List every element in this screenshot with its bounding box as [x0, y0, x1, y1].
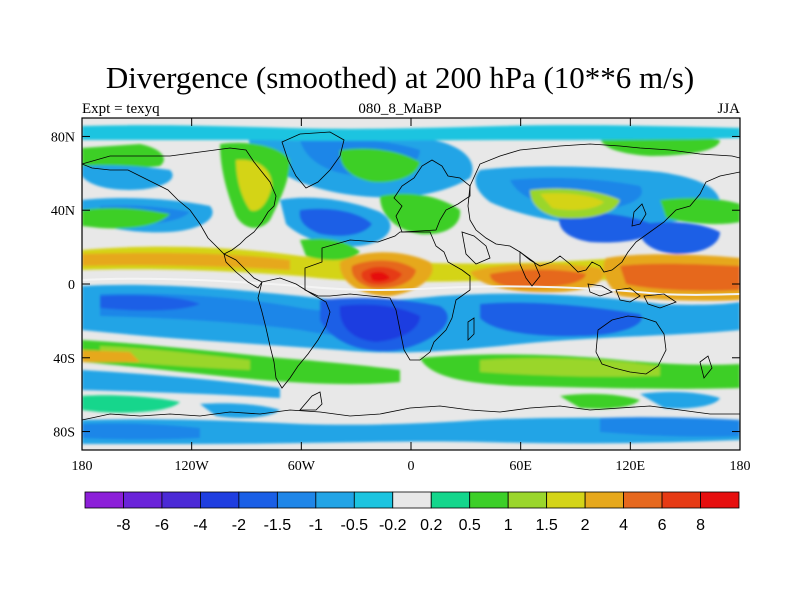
colorbar-label: -4 — [193, 517, 207, 534]
y-tick-label: 40N — [51, 204, 75, 219]
colorbar-label: 1 — [504, 517, 513, 534]
coastline-outline — [82, 131, 740, 450]
x-tick-label: 180 — [72, 459, 93, 474]
y-tick-label: 0 — [68, 278, 75, 293]
colorbar-swatch — [546, 491, 586, 509]
colorbar-swatch — [353, 491, 394, 509]
period-label: 080_8_MaBP — [358, 101, 442, 117]
colorbar-swatch — [623, 491, 663, 509]
x-tick-label: 60E — [509, 459, 532, 474]
colorbar-label: 1.5 — [536, 517, 558, 534]
divergence-field — [82, 125, 740, 444]
x-tick-label: 0 — [408, 459, 415, 474]
colorbar-label: 2 — [581, 517, 590, 534]
colorbar-label: 0.2 — [420, 517, 442, 534]
colorbar-swatch — [392, 491, 432, 509]
colorbar-swatch — [123, 491, 163, 509]
map-plot-area: 180 120W 60W 0 60E 120E 180 80N 40N 0 40S 80S — [51, 117, 751, 474]
colorbar-label: 8 — [696, 517, 705, 534]
colorbar-label: -0.2 — [379, 517, 407, 534]
colorbar-label: 0.5 — [459, 517, 481, 534]
x-tick-label: 180 — [730, 459, 751, 474]
colorbar-label: -1 — [309, 517, 323, 534]
colorbar-label: 6 — [658, 517, 667, 534]
x-tick-label: 60W — [288, 459, 316, 474]
colorbar-swatch — [584, 491, 624, 509]
experiment-label: Expt = texyq — [82, 101, 160, 117]
colorbar-swatch — [200, 491, 240, 509]
y-tick-label: 40S — [53, 352, 75, 367]
colorbar-label: -2 — [232, 517, 246, 534]
colorbar-swatch — [661, 491, 701, 509]
map-title: Divergence (smoothed) at 200 hPa (10**6 … — [105, 60, 695, 95]
colorbar-swatch — [507, 491, 548, 509]
y-tick-label: 80N — [51, 130, 75, 145]
axis-ticks: 180 120W 60W 0 60E 120E 180 80N 40N 0 40S 80S — [51, 118, 751, 474]
colorbar-label: -1.5 — [264, 517, 292, 534]
y-tick-label: 80S — [53, 426, 75, 441]
x-tick-label: 120E — [616, 459, 646, 474]
colorbar-swatch — [469, 491, 509, 509]
colorbar-label: 4 — [619, 517, 628, 534]
colorbar-swatch — [315, 491, 355, 509]
colorbar-label: -0.5 — [341, 517, 369, 534]
colorbar-swatch — [238, 491, 278, 509]
colorbar-swatch — [430, 491, 471, 509]
colorbar-swatch — [84, 491, 124, 509]
colorbar-label: -6 — [155, 517, 169, 534]
season-label: JJA — [717, 101, 740, 117]
x-tick-label: 120W — [175, 459, 210, 474]
colorbar: -8 -6 -4 -2 -1.5 -1 -0.5 -0.2 0.2 0.5 1 1.5 2 4 6 8 — [84, 491, 740, 534]
colorbar-swatch — [276, 491, 317, 509]
colorbar-swatch — [161, 491, 201, 509]
colorbar-swatch — [700, 491, 740, 509]
colorbar-label: -8 — [116, 517, 130, 534]
